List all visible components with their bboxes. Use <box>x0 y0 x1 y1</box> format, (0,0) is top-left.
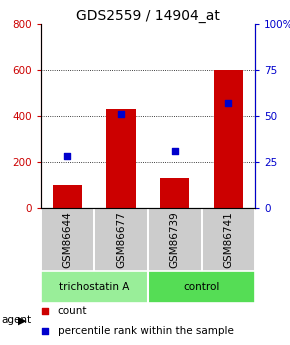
Bar <box>160 178 189 208</box>
Bar <box>214 70 243 208</box>
Bar <box>202 208 255 271</box>
Text: GSM86741: GSM86741 <box>223 211 233 268</box>
Point <box>43 328 47 334</box>
Point <box>172 148 177 154</box>
Point <box>65 154 70 159</box>
Bar <box>94 208 148 271</box>
Text: GSM86739: GSM86739 <box>170 211 180 268</box>
Point <box>43 309 47 314</box>
Bar <box>53 185 82 208</box>
Bar <box>148 208 202 271</box>
Text: control: control <box>183 282 220 292</box>
Text: trichostatin A: trichostatin A <box>59 282 129 292</box>
Title: GDS2559 / 14904_at: GDS2559 / 14904_at <box>76 9 220 23</box>
Bar <box>148 271 255 303</box>
Text: GSM86644: GSM86644 <box>62 211 72 268</box>
Text: ▶: ▶ <box>18 315 26 325</box>
Text: percentile rank within the sample: percentile rank within the sample <box>58 326 234 336</box>
Text: count: count <box>58 306 87 316</box>
Point <box>226 100 231 106</box>
Text: GSM86677: GSM86677 <box>116 211 126 268</box>
Text: agent: agent <box>1 315 32 325</box>
Bar <box>106 109 136 208</box>
Bar <box>41 208 94 271</box>
Point <box>119 111 124 117</box>
Bar <box>41 271 148 303</box>
